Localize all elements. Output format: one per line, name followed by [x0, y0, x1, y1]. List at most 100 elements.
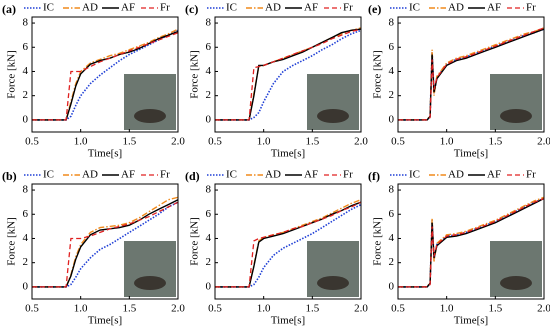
- legend-label: AF: [304, 2, 318, 14]
- x-tick-label: 0.5: [208, 136, 222, 148]
- y-tick-label: 0: [206, 113, 212, 125]
- x-tick-label: 0.5: [391, 136, 405, 148]
- x-tick-label: 1.5: [488, 136, 502, 148]
- panel-label: (e): [368, 2, 381, 16]
- plot-frame: [31, 16, 179, 133]
- x-axis-title: Time[s]: [271, 315, 305, 327]
- x-tick-label: 2.0: [171, 303, 185, 315]
- y-tick-label: 0: [23, 113, 29, 125]
- series-line: [398, 27, 545, 121]
- y-tick-label: 4: [206, 232, 212, 244]
- legend-label: AD: [448, 169, 464, 181]
- y-tick-label: 2: [389, 256, 395, 268]
- series-line: [398, 27, 545, 121]
- legend-label: Fr: [526, 169, 536, 181]
- legend-label: Fr: [160, 2, 170, 14]
- x-axis-title: Time[s]: [88, 148, 122, 160]
- y-tick-label: 0: [206, 280, 212, 292]
- y-tick-label: 8: [389, 17, 395, 29]
- x-tick-label: 2.0: [354, 136, 368, 148]
- y-tick-label: 8: [206, 17, 212, 29]
- legend-label: AD: [82, 2, 98, 14]
- y-tick-label: 4: [23, 232, 29, 244]
- y-axis-title: Force [kN]: [189, 217, 201, 266]
- y-tick-label: 0: [389, 113, 395, 125]
- x-tick-label: 2.0: [537, 303, 550, 315]
- x-tick-label: 1.5: [122, 303, 136, 315]
- series-line: [215, 201, 362, 288]
- x-tick-label: 0.5: [25, 303, 39, 315]
- x-tick-label: 1.5: [122, 136, 136, 148]
- x-tick-label: 0.5: [25, 136, 39, 148]
- plot-frame: [214, 16, 362, 133]
- inset-photo-detail: [134, 109, 166, 123]
- inset-photo-detail: [500, 109, 532, 123]
- legend-label: AD: [265, 2, 281, 14]
- plot-frame: [31, 183, 179, 300]
- panel: (e) IC AD AF Fr 0 2 4 6 8 0.5 1.0 1.5 2.0 Time[s] Force…: [368, 2, 550, 160]
- x-tick-label: 2.0: [171, 136, 185, 148]
- inset-photo-detail: [317, 276, 349, 290]
- series-line: [215, 28, 362, 121]
- y-tick-label: 8: [389, 184, 395, 196]
- legend-label: IC: [226, 169, 237, 181]
- legend-label: AD: [265, 169, 281, 181]
- legend-label: IC: [409, 2, 420, 14]
- x-tick-label: 2.0: [354, 303, 368, 315]
- series-line: [32, 32, 179, 121]
- x-axis-title: Time[s]: [454, 148, 488, 160]
- x-tick-label: 1.0: [74, 136, 88, 148]
- legend-label: AD: [448, 2, 464, 14]
- legend-label: Fr: [160, 169, 170, 181]
- legend-label: IC: [226, 2, 237, 14]
- x-tick-label: 1.0: [257, 136, 271, 148]
- legend-label: Fr: [343, 2, 353, 14]
- y-tick-label: 6: [206, 41, 212, 53]
- panel: (b) IC AD AF Fr 0 2 4 6 8 0.5 1.0 1.5 2.0 Time[s] Force…: [2, 169, 185, 327]
- plot-frame: [214, 183, 362, 300]
- x-axis-title: Time[s]: [271, 148, 305, 160]
- y-tick-label: 2: [206, 89, 212, 101]
- legend-label: AF: [487, 169, 501, 181]
- y-tick-label: 0: [389, 280, 395, 292]
- legend-label: AF: [304, 169, 318, 181]
- legend-label: Fr: [526, 2, 536, 14]
- inset-photo-detail: [500, 276, 532, 290]
- y-axis-title: Force [kN]: [372, 217, 384, 266]
- x-tick-label: 0.5: [391, 303, 405, 315]
- x-tick-label: 1.0: [74, 303, 88, 315]
- series-line: [32, 201, 179, 288]
- x-axis-title: Time[s]: [454, 315, 488, 327]
- panel-label: (a): [2, 2, 16, 16]
- y-tick-label: 4: [389, 232, 395, 244]
- y-axis-title: Force [kN]: [189, 50, 201, 99]
- legend-label: AF: [487, 2, 501, 14]
- panel: (f) IC AD AF Fr 0 2 4 6 8 0.5 1.0 1.5 2.0 Time[s] Force…: [368, 169, 550, 327]
- y-tick-label: 8: [23, 17, 29, 29]
- x-tick-label: 0.5: [208, 303, 222, 315]
- legend-label: AF: [121, 169, 135, 181]
- inset-photo-detail: [317, 109, 349, 123]
- series-line: [398, 197, 545, 288]
- panel-label: (b): [2, 169, 17, 183]
- legend-label: Fr: [343, 169, 353, 181]
- y-tick-label: 4: [389, 65, 395, 77]
- series-line: [398, 197, 545, 288]
- y-tick-label: 6: [389, 41, 395, 53]
- x-tick-label: 1.5: [488, 303, 502, 315]
- legend-label: AD: [82, 169, 98, 181]
- x-tick-label: 1.0: [440, 136, 454, 148]
- y-tick-label: 4: [206, 65, 212, 77]
- plot-frame: [397, 183, 545, 300]
- x-tick-label: 1.5: [305, 303, 319, 315]
- series-line: [398, 196, 545, 288]
- legend-label: IC: [43, 2, 54, 14]
- legend-label: AF: [121, 2, 135, 14]
- panel-label: (c): [185, 2, 198, 16]
- y-tick-label: 8: [206, 184, 212, 196]
- legend-label: IC: [409, 169, 420, 181]
- y-axis-title: Force [kN]: [6, 50, 18, 99]
- panel: (c) IC AD AF Fr 0 2 4 6 8 0.5 1.0 1.5 2.0 Time[s] Force…: [185, 2, 368, 160]
- y-axis-title: Force [kN]: [6, 217, 18, 266]
